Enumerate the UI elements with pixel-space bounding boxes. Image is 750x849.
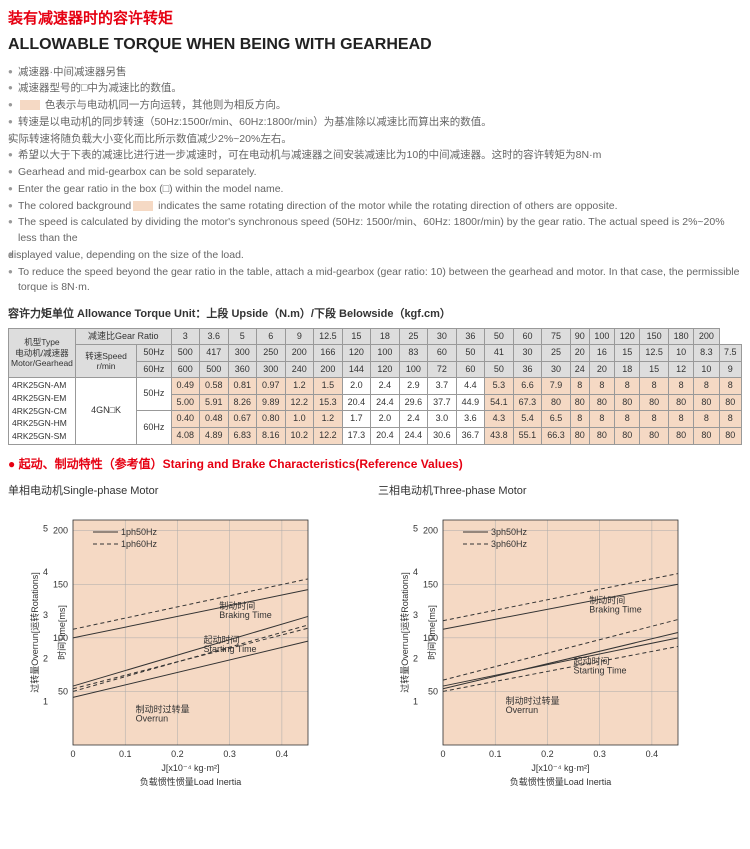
svg-text:0.1: 0.1 bbox=[489, 749, 502, 759]
svg-text:200: 200 bbox=[423, 525, 438, 535]
note: 色表示与电动机同一方向运转，其他则为相反方向。 bbox=[8, 98, 742, 114]
section-label-red: ● bbox=[8, 457, 19, 471]
svg-text:0.2: 0.2 bbox=[171, 749, 184, 759]
svg-text:过转量Overrun[运转Rotations]: 过转量Overrun[运转Rotations] bbox=[399, 572, 410, 693]
svg-text:50: 50 bbox=[58, 686, 68, 696]
svg-text:3: 3 bbox=[43, 610, 48, 620]
svg-text:50: 50 bbox=[428, 686, 438, 696]
svg-text:1ph50Hz: 1ph50Hz bbox=[121, 527, 158, 537]
svg-text:2: 2 bbox=[413, 653, 418, 663]
chart-title: 单相电动机Single-phase Motor bbox=[8, 483, 338, 500]
svg-text:Braking Time: Braking Time bbox=[219, 610, 272, 620]
note: 希望以大于下表的减速比进行进一步减速时，可在电动机与减速器之间安装减速比为10的… bbox=[8, 148, 742, 164]
svg-text:0.3: 0.3 bbox=[593, 749, 606, 759]
note: Enter the gear ratio in the box (□) with… bbox=[8, 182, 742, 198]
chart-single-phase: 单相电动机Single-phase Motor 5010015020000.10… bbox=[8, 483, 338, 810]
svg-text:1ph60Hz: 1ph60Hz bbox=[121, 539, 158, 549]
svg-text:0: 0 bbox=[440, 749, 445, 759]
svg-text:3ph50Hz: 3ph50Hz bbox=[491, 527, 528, 537]
svg-text:5: 5 bbox=[413, 523, 418, 533]
svg-text:负载惯性惯量Load Inertia: 负载惯性惯量Load Inertia bbox=[140, 776, 242, 787]
svg-text:时间Time[ms]: 时间Time[ms] bbox=[56, 605, 67, 660]
note: The speed is calculated by dividing the … bbox=[8, 215, 742, 247]
svg-text:3ph60Hz: 3ph60Hz bbox=[491, 539, 528, 549]
svg-text:200: 200 bbox=[53, 525, 68, 535]
note: 转速是以电动机的同步转速（50Hz:1500r/min、60Hz:1800r/m… bbox=[8, 115, 742, 131]
torque-table: 机型Type电动机/减速器Motor/Gearhead减速比Gear Ratio… bbox=[8, 328, 742, 445]
chart-three-phase: 三相电动机Three-phase Motor 5010015020000.10.… bbox=[378, 483, 708, 810]
note: 减速器型号的□中为减速比的数值。 bbox=[8, 81, 742, 97]
chart-svg: 5010015020000.10.20.30.4123451ph50Hz1ph6… bbox=[8, 505, 338, 805]
svg-text:Overrun: Overrun bbox=[506, 705, 539, 715]
charts-row: 单相电动机Single-phase Motor 5010015020000.10… bbox=[8, 483, 742, 810]
svg-text:过转量Overrun[运转Rotations]: 过转量Overrun[运转Rotations] bbox=[29, 572, 40, 693]
svg-text:150: 150 bbox=[53, 579, 68, 589]
note: The colored background indicates the sam… bbox=[8, 199, 742, 215]
svg-text:0.2: 0.2 bbox=[541, 749, 554, 759]
unit-line: 容许力矩单位 Allowance Torque Unit：上段 Upside（N… bbox=[8, 306, 742, 323]
title-cn: 装有减速器时的容许转矩 bbox=[8, 8, 742, 31]
svg-text:时间Time[ms]: 时间Time[ms] bbox=[426, 605, 437, 660]
svg-text:0.4: 0.4 bbox=[276, 749, 289, 759]
svg-text:J[x10⁻⁴ kg·m²]: J[x10⁻⁴ kg·m²] bbox=[161, 763, 219, 773]
svg-text:0.3: 0.3 bbox=[223, 749, 236, 759]
svg-text:3: 3 bbox=[413, 610, 418, 620]
svg-text:150: 150 bbox=[423, 579, 438, 589]
svg-text:2: 2 bbox=[43, 653, 48, 663]
svg-text:0.4: 0.4 bbox=[646, 749, 659, 759]
section2-title: 起动、制动特性（参考值）Staring and Brake Characteri… bbox=[19, 457, 463, 471]
svg-text:1: 1 bbox=[413, 696, 418, 706]
svg-text:J[x10⁻⁴ kg·m²]: J[x10⁻⁴ kg·m²] bbox=[531, 763, 589, 773]
svg-text:4: 4 bbox=[413, 567, 418, 577]
svg-text:Starting Time: Starting Time bbox=[574, 665, 627, 675]
svg-text:Braking Time: Braking Time bbox=[589, 604, 642, 614]
note: 减速器·中间减速器另售 bbox=[8, 65, 742, 81]
chart-svg: 5010015020000.10.20.30.4123453ph50Hz3ph6… bbox=[378, 505, 708, 805]
svg-text:Overrun: Overrun bbox=[136, 713, 169, 723]
color-swatch bbox=[133, 201, 153, 211]
svg-text:Starting Time: Starting Time bbox=[204, 644, 257, 654]
title-en: ALLOWABLE TORQUE WHEN BEING WITH GEARHEA… bbox=[8, 33, 742, 57]
svg-text:0.1: 0.1 bbox=[119, 749, 132, 759]
svg-text:1: 1 bbox=[43, 696, 48, 706]
svg-text:5: 5 bbox=[43, 523, 48, 533]
svg-text:0: 0 bbox=[70, 749, 75, 759]
chart-title: 三相电动机Three-phase Motor bbox=[378, 483, 708, 500]
svg-text:负载惯性惯量Load Inertia: 负载惯性惯量Load Inertia bbox=[510, 776, 612, 787]
note-plain: displayed value, depending on the size o… bbox=[8, 248, 742, 264]
note: Gearhead and mid-gearbox can be sold sep… bbox=[8, 165, 742, 181]
note: To reduce the speed beyond the gear rati… bbox=[8, 265, 742, 297]
svg-text:4: 4 bbox=[43, 567, 48, 577]
color-swatch bbox=[20, 100, 40, 110]
notes-block: 减速器·中间减速器另售 减速器型号的□中为减速比的数值。 色表示与电动机同一方向… bbox=[8, 65, 742, 297]
note-plain: 实际转速将随负载大小变化而比所示数值减少2%~20%左右。 bbox=[8, 132, 742, 148]
